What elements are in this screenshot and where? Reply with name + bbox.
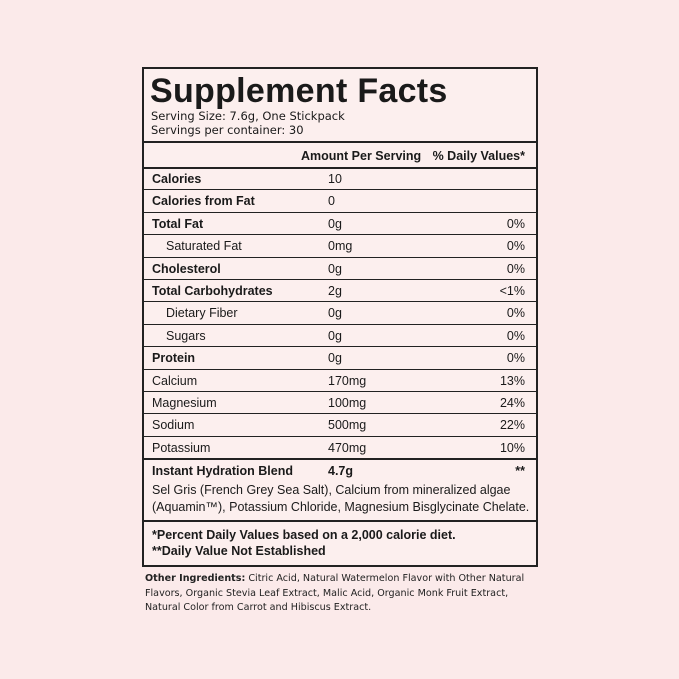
divider [144, 211, 536, 213]
nutrient-dv: 0% [506, 306, 525, 321]
nutrient-name: Protein [152, 351, 196, 366]
nutrient-amount: 0g [328, 216, 342, 231]
nutrient-row: Saturated Fat 0mg 0% [144, 235, 536, 257]
divider [144, 167, 536, 169]
nutrient-amount: 0g [328, 306, 342, 321]
nutrient-name: Cholesterol [152, 261, 221, 276]
nutrient-dv: 24% [499, 396, 525, 410]
nutrient-dv: 10% [499, 440, 525, 455]
divider [144, 301, 536, 303]
nutrient-row: Protein 0g 0% [144, 347, 536, 369]
blend-row: Instant Hydration Blend 4.7g ** [144, 460, 536, 482]
nutrient-name: Sodium [152, 418, 195, 433]
nutrient-amount: 500mg [328, 418, 367, 433]
label-title: Supplement Facts [150, 72, 448, 110]
nutrient-dv: 0% [506, 328, 525, 343]
nutrient-row: Total Fat 0g 0% [144, 213, 536, 235]
blend-dv: ** [515, 464, 525, 478]
nutrient-dv: 0% [506, 261, 525, 276]
nutrient-amount: 0 [328, 194, 335, 209]
nutrient-row: Calcium 170mg 13% [144, 370, 536, 392]
nutrient-dv: 13% [499, 373, 525, 388]
divider [144, 256, 536, 258]
nutrient-name: Saturated Fat [166, 239, 242, 254]
blend-name: Instant Hydration Blend [152, 464, 293, 478]
divider [144, 323, 536, 325]
nutrient-row: Sodium 500mg 22% [144, 414, 536, 436]
nutrient-row: Total Carbohydrates 2g <1% [144, 280, 536, 302]
servings-per-container: Servings per container: 30 [151, 123, 304, 137]
divider [144, 435, 536, 437]
nutrient-name: Calories from Fat [152, 194, 255, 209]
nutrient-name: Magnesium [152, 396, 217, 410]
serving-size: Serving Size: 7.6g, One Stickpack [151, 109, 345, 123]
other-ingredients-text: Citric Acid, Natural Watermelon Flavor w… [145, 573, 525, 613]
other-ingredients-label: Other Ingredients: [145, 573, 246, 584]
divider [144, 346, 536, 348]
amount-header: Amount Per Serving [301, 149, 422, 163]
nutrient-amount: 10 [328, 172, 342, 186]
footnote: **Daily Value Not Established [152, 544, 326, 558]
divider [144, 141, 536, 143]
nutrient-row: Calories from Fat 0 [144, 190, 536, 212]
nutrient-name: Calories [152, 172, 202, 186]
divider [144, 520, 536, 522]
nutrient-row: Cholesterol 0g 0% [144, 258, 536, 280]
footnote: *Percent Daily Values based on a 2,000 c… [152, 528, 456, 542]
nutrient-amount: 100mg [328, 396, 367, 410]
nutrient-name: Calcium [152, 373, 198, 388]
nutrient-name: Total Fat [152, 216, 204, 231]
divider [144, 279, 536, 280]
nutrient-amount: 0g [328, 351, 342, 366]
nutrient-amount: 0g [328, 261, 342, 276]
blend-amount: 4.7g [328, 464, 354, 478]
divider [144, 458, 536, 460]
nutrient-name: Total Carbohydrates [152, 284, 273, 298]
nutrient-amount: 470mg [328, 440, 367, 455]
nutrient-name: Dietary Fiber [166, 306, 238, 321]
dv-header: % Daily Values* [432, 149, 525, 163]
supplement-facts-label: Supplement Facts Serving Size: 7.6g, One… [142, 67, 538, 567]
nutrient-row: Potassium 470mg 10% [144, 437, 536, 459]
nutrient-row: Magnesium 100mg 24% [144, 392, 536, 414]
divider [144, 368, 536, 370]
divider [144, 413, 536, 415]
nutrient-dv: 0% [506, 351, 525, 366]
nutrient-amount: 0mg [328, 239, 353, 254]
divider [144, 391, 536, 392]
column-header: Amount Per Serving % Daily Values* [144, 145, 536, 167]
nutrient-dv: 22% [499, 418, 525, 433]
divider [144, 234, 536, 236]
nutrient-amount: 0g [328, 328, 342, 343]
blend-description: Sel Gris (French Grey Sea Salt), Calcium… [152, 483, 530, 514]
nutrient-amount: 170mg [328, 373, 367, 388]
nutrient-name: Sugars [166, 328, 206, 343]
divider [144, 189, 536, 191]
nutrient-row: Dietary Fiber 0g 0% [144, 302, 536, 324]
nutrient-dv: 0% [506, 216, 525, 231]
nutrient-dv: <1% [499, 284, 525, 298]
nutrient-row: Sugars 0g 0% [144, 325, 536, 347]
other-ingredients: Other Ingredients: Citric Acid, Natural … [145, 572, 545, 616]
nutrient-name: Potassium [152, 440, 211, 455]
nutrient-amount: 2g [328, 284, 342, 298]
nutrient-row: Calories 10 [144, 168, 536, 190]
nutrient-dv: 0% [506, 239, 525, 254]
